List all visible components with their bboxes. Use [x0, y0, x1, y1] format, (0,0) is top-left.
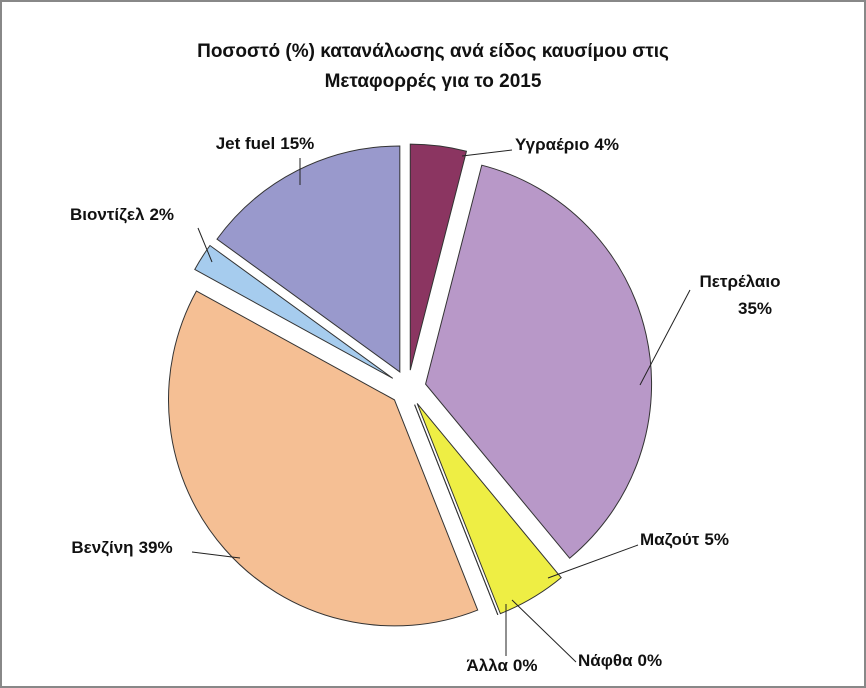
chart-title: Μεταφορρές για το 2015	[325, 71, 542, 92]
data-label: Υγραέριο 4%	[515, 135, 619, 154]
label-name: Μαζούτ	[640, 530, 700, 549]
pie-slice	[414, 404, 499, 616]
leader-line	[639, 289, 691, 386]
data-label: Βενζίνη 39%	[71, 538, 172, 557]
label-name: Πετρέλαιο	[700, 272, 781, 291]
pie-slice	[194, 244, 394, 379]
label-value: 4%	[594, 135, 619, 154]
label-name: Βενζίνη	[71, 538, 133, 557]
label-name: Υγραέριο	[515, 135, 589, 154]
chart-title: Ποσοστό (%) κατανάλωσης ανά είδος καυσίμ…	[197, 41, 669, 62]
pie-slice	[416, 403, 562, 615]
label-name: Jet fuel	[216, 134, 276, 153]
leader-line	[511, 599, 577, 663]
pie-slice	[425, 164, 653, 559]
leader-line	[191, 551, 241, 559]
leader-line	[461, 149, 513, 157]
pie-slice	[168, 290, 479, 627]
label-value: 35%	[738, 299, 772, 318]
data-label: Μαζούτ 5%	[640, 530, 729, 549]
label-value: 0%	[638, 651, 663, 670]
data-label: Πετρέλαιο 35%	[700, 272, 781, 318]
label-name: Νάφθα	[578, 651, 633, 670]
data-label: Βιοντίζελ 2%	[70, 205, 174, 224]
label-value: 2%	[149, 205, 174, 224]
data-label: Jet fuel 15%	[216, 134, 315, 153]
pie-slice	[409, 143, 468, 371]
leader-line	[547, 544, 639, 579]
pie-slice	[216, 145, 401, 373]
label-name: Βιοντίζελ	[70, 205, 145, 224]
label-value: 15%	[280, 134, 314, 153]
label-value: 5%	[704, 530, 729, 549]
label-name: Άλλα	[466, 656, 508, 675]
data-label: Νάφθα 0%	[578, 651, 662, 670]
label-value: 39%	[139, 538, 173, 557]
label-value: 0%	[513, 656, 538, 675]
data-label: Άλλα 0%	[466, 656, 537, 675]
leader-line	[197, 227, 213, 263]
